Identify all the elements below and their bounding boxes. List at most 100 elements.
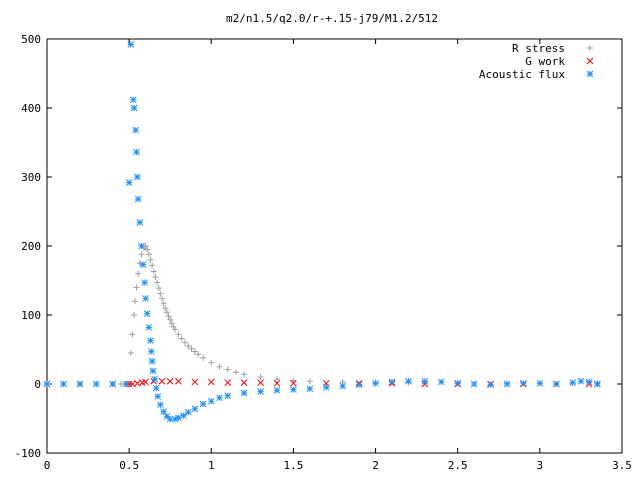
data-point bbox=[133, 148, 140, 156]
series-layer bbox=[43, 41, 601, 423]
data-point bbox=[152, 274, 159, 281]
data-point bbox=[257, 379, 264, 386]
data-point bbox=[372, 379, 379, 387]
data-point bbox=[185, 343, 192, 350]
data-point bbox=[127, 41, 135, 48]
x-tick-label: 0 bbox=[44, 459, 51, 472]
data-point bbox=[151, 375, 158, 383]
data-point bbox=[136, 219, 144, 226]
data-point bbox=[191, 348, 198, 355]
data-point bbox=[147, 348, 155, 355]
data-point bbox=[129, 96, 137, 104]
data-point bbox=[60, 380, 67, 388]
data-point bbox=[208, 359, 215, 366]
data-point bbox=[141, 279, 149, 286]
data-point bbox=[175, 331, 182, 338]
data-point bbox=[172, 326, 179, 333]
legend-marker bbox=[586, 70, 594, 78]
data-point bbox=[138, 242, 145, 250]
data-point bbox=[122, 380, 130, 388]
data-point bbox=[216, 363, 223, 370]
y-tick-label: 200 bbox=[21, 240, 41, 253]
data-point bbox=[569, 379, 577, 386]
data-point bbox=[355, 381, 363, 389]
data-point bbox=[125, 179, 133, 186]
data-point bbox=[191, 378, 199, 386]
data-point bbox=[184, 408, 192, 416]
data-point bbox=[150, 268, 157, 275]
data-point bbox=[159, 295, 165, 302]
data-point bbox=[144, 246, 151, 253]
legend-label: Acoustic flux bbox=[479, 68, 565, 81]
y-tick-label: -100 bbox=[15, 447, 42, 460]
data-point bbox=[148, 357, 156, 365]
chart-title: m2/n1.5/q2.0/r-+.15-j79/M1.2/512 bbox=[226, 12, 438, 25]
y-tick-label: 500 bbox=[21, 33, 41, 46]
series-r-stress bbox=[44, 243, 601, 387]
data-point bbox=[147, 337, 154, 344]
data-point bbox=[188, 345, 195, 352]
data-point bbox=[199, 400, 207, 408]
data-point bbox=[145, 251, 152, 258]
y-tick-label: 300 bbox=[21, 171, 41, 184]
data-point bbox=[149, 262, 156, 269]
series-acoustic-flux bbox=[43, 41, 601, 423]
data-point bbox=[178, 335, 185, 342]
data-point bbox=[180, 412, 187, 420]
y-tick-label: 400 bbox=[21, 102, 41, 115]
data-point bbox=[131, 298, 138, 305]
data-point bbox=[135, 270, 142, 277]
data-point bbox=[594, 380, 601, 388]
data-point bbox=[273, 386, 281, 394]
data-point bbox=[405, 377, 412, 385]
data-point bbox=[577, 377, 585, 385]
data-point bbox=[160, 408, 167, 415]
data-point bbox=[130, 104, 138, 112]
data-point bbox=[139, 261, 147, 268]
data-point bbox=[536, 379, 544, 387]
data-point bbox=[134, 195, 142, 203]
data-point bbox=[274, 376, 280, 383]
data-point bbox=[132, 126, 140, 134]
x-tick-label: 3 bbox=[537, 459, 544, 472]
data-point bbox=[162, 305, 169, 312]
data-point bbox=[127, 349, 134, 356]
x-tick-label: 0.5 bbox=[119, 459, 139, 472]
data-point bbox=[470, 380, 478, 388]
data-point bbox=[76, 380, 84, 388]
x-tick-label: 2.5 bbox=[448, 459, 468, 472]
data-point bbox=[175, 377, 182, 385]
data-point bbox=[437, 378, 445, 386]
data-point bbox=[290, 377, 297, 384]
data-point bbox=[290, 386, 297, 393]
data-point bbox=[157, 401, 164, 409]
data-point bbox=[273, 379, 281, 387]
legend-marker bbox=[586, 57, 594, 65]
data-point bbox=[552, 380, 560, 388]
x-tick-label: 2 bbox=[372, 459, 379, 472]
data-point bbox=[216, 394, 223, 402]
data-point bbox=[131, 312, 138, 318]
data-point bbox=[149, 367, 157, 375]
data-point bbox=[224, 392, 232, 400]
data-point bbox=[167, 316, 174, 323]
x-tick-label: 1.5 bbox=[283, 459, 303, 472]
x-tick-label: 3.5 bbox=[612, 459, 632, 472]
data-point bbox=[240, 379, 248, 386]
data-point bbox=[306, 378, 313, 385]
data-point bbox=[585, 378, 593, 386]
data-point bbox=[290, 379, 297, 387]
data-point bbox=[257, 374, 264, 381]
data-point bbox=[129, 331, 136, 338]
data-point bbox=[92, 380, 100, 388]
data-point bbox=[241, 371, 248, 378]
data-point bbox=[157, 290, 164, 297]
data-point bbox=[191, 405, 199, 413]
data-point bbox=[240, 389, 248, 397]
data-point bbox=[232, 369, 239, 376]
data-point bbox=[163, 309, 170, 316]
data-point bbox=[158, 377, 166, 385]
